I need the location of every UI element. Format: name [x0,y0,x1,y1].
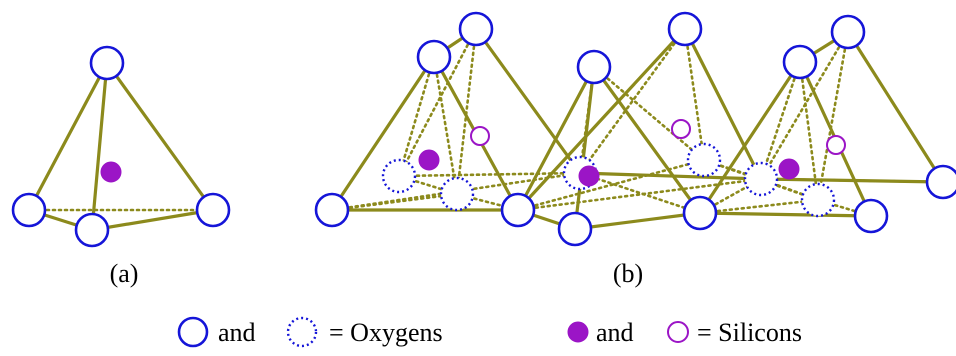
oxygen-atom-hidden [686,142,722,178]
bond [578,171,763,181]
bond-hidden [455,27,478,196]
bond-hidden [816,30,850,202]
bond [516,65,596,212]
oxygen-atom [925,164,956,200]
solid-circle-icon [177,316,209,348]
oxygen-atom-hidden [381,158,417,194]
oxygen-atom-hidden [439,176,475,212]
oxygen-atom [830,14,866,50]
legend-silicon-connector: and [596,318,634,347]
bond [90,208,215,232]
dotted-circle-icon [286,316,318,348]
bond-hidden [578,27,687,175]
bond-hidden [397,55,436,178]
oxygen-atom [314,192,350,228]
bond [759,177,945,184]
oxygen-atom-hidden [800,182,836,218]
legend-oxygen: and = Oxygens [177,316,443,348]
bond [683,27,763,181]
panel-b-label: (b) [613,259,643,288]
silicon-atom [778,158,800,180]
bond [474,27,582,175]
bond-hidden [759,30,850,181]
bond-hidden [683,27,706,162]
bond-hidden [432,55,459,196]
tetrahedron-a [11,45,231,248]
bond [698,60,802,215]
silicon-atom [100,161,122,183]
bond-hidden [516,177,763,212]
legend-oxygen-text: = Oxygens [329,318,443,347]
oxygen-atom [576,49,612,85]
bond [105,61,215,212]
filled-dot-icon [567,321,589,343]
bond-hidden [592,65,706,162]
bond-hidden [455,192,520,212]
legend: and = Oxygens and = Silicons [177,316,802,348]
oxygen-atom [458,11,494,47]
bond [846,30,945,184]
bond-hidden [397,27,478,178]
legend-silicon: and = Silicons [567,318,802,347]
bond [573,65,596,231]
panel-a-label: (a) [110,259,139,288]
tetrahedra-chain-b [314,11,956,247]
silicon-atom-hidden [826,135,846,155]
bond [592,65,702,215]
bond [27,61,109,212]
legend-silicon-text: = Silicons [697,318,802,347]
silicon-atom-hidden [671,119,691,139]
oxygen-atom [667,11,703,47]
oxygen-atom [500,192,536,228]
oxygen-atom [682,195,718,231]
legend-oxygen-connector: and [218,318,256,347]
oxygen-atom-hidden [743,161,779,197]
bond-hidden [698,198,820,215]
oxygen-atom [74,212,110,248]
oxygen-atom [853,198,889,234]
oxygen-atom [416,39,452,75]
bond-hidden [516,158,706,212]
tetrahedron-a-bonds [27,61,215,232]
bond-hidden [759,60,802,181]
bond [573,211,702,231]
bond [90,61,109,232]
bond-hidden [578,171,702,215]
oxygen-atom [11,192,47,228]
silicon-atom-hidden [470,126,490,146]
oxygen-atom [782,44,818,80]
silicon-atom [578,165,600,187]
oxygen-atom [195,192,231,228]
bond [330,55,436,212]
silicon-atom [418,149,440,171]
oxygen-atom [557,211,593,247]
bond-hidden [798,60,820,202]
hollow-ring-icon [667,321,689,343]
bond [516,27,687,212]
bond [698,211,873,218]
oxygen-atom [89,45,125,81]
